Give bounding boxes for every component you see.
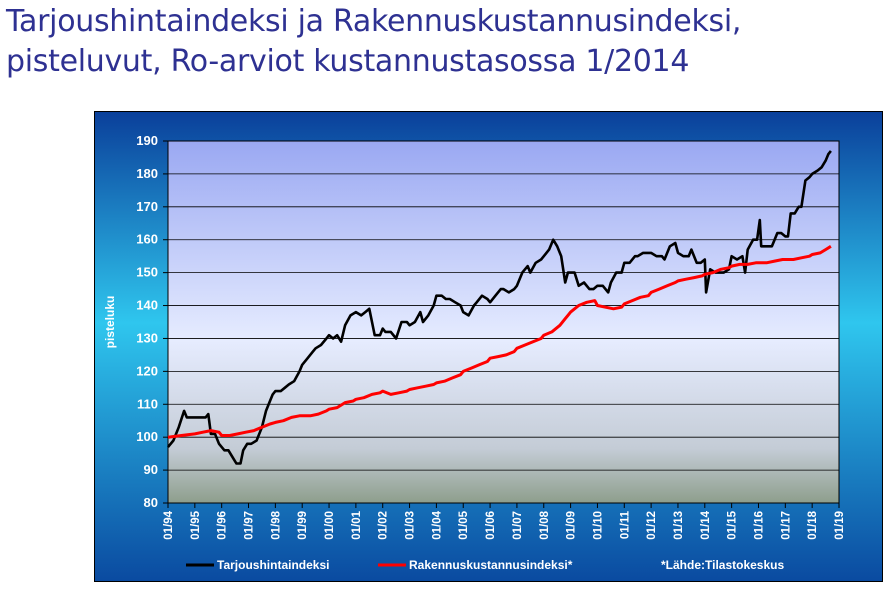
x-tick-label: 01/12	[646, 511, 658, 540]
source-note: *Lähde:Tilastokeskus	[661, 558, 784, 572]
x-axis-ticks: 01/94 01/95 01/96 01/97 01/98 01/99 01/00 01/01…	[163, 503, 846, 540]
x-tick-label: 01/19	[834, 511, 846, 540]
title-line-2: pisteluvut, Ro-arviot kustannustasossa 1…	[6, 44, 690, 79]
x-tick-label: 01/00	[324, 511, 336, 540]
x-tick-label: 01/96	[217, 511, 229, 540]
y-tick-label: 130	[136, 330, 158, 345]
x-tick-label: 01/01	[351, 510, 363, 539]
x-tick-label: 01/94	[163, 510, 175, 539]
x-tick-label: 01/08	[539, 510, 551, 539]
series-line-tarjoushintaindeksi	[166, 150, 832, 465]
series-line-rakennuskustannusindeksi	[167, 245, 832, 439]
x-tick-label: 01/98	[270, 510, 282, 539]
x-tick-label: 01/03	[405, 511, 417, 540]
x-tick-label: 01/99	[297, 511, 309, 540]
legend: Tarjoushintaindeksi Rakennuskustannusind…	[186, 558, 784, 572]
x-tick-label: 01/97	[244, 511, 256, 540]
y-axis-ticks: 80 90 100 110 120 130 140 150 160 170 180 190	[136, 133, 168, 510]
grid-lines	[168, 140, 839, 504]
chart-frame: 80 90 100 110 120 130 140 150 160 170 180 190 01/94…	[93, 110, 884, 583]
legend-label-rakennuskustannusindeksi: Rakennuskustannusindeksi*	[409, 558, 573, 572]
x-tick-label: 01/18	[807, 510, 819, 539]
legend-label-tarjoushintaindeksi: Tarjoushintaindeksi	[217, 558, 329, 572]
x-tick-label: 01/09	[566, 511, 578, 540]
x-tick-label: 01/14	[700, 510, 712, 539]
x-tick-label: 01/04	[431, 510, 443, 539]
y-tick-label: 90	[144, 462, 158, 477]
y-tick-label: 150	[136, 265, 158, 280]
x-tick-label: 01/16	[753, 511, 765, 540]
y-tick-label: 80	[144, 495, 158, 510]
y-tick-label: 110	[137, 396, 158, 411]
y-tick-label: 100	[136, 429, 158, 444]
x-tick-label: 01/15	[727, 510, 739, 539]
y-tick-label: 170	[136, 199, 158, 214]
y-tick-label: 190	[136, 133, 158, 148]
x-tick-label: 01/07	[512, 511, 524, 540]
y-tick-label: 140	[136, 298, 158, 313]
x-tick-label: 01/06	[485, 511, 497, 540]
title-line-1: Tarjoushintaindeksi ja Rakennuskustannus…	[6, 4, 742, 39]
x-tick-label: 01/10	[592, 511, 604, 540]
x-tick-label: 01/11	[619, 510, 631, 539]
page-title: Tarjoushintaindeksi ja Rakennuskustannus…	[6, 2, 876, 82]
y-axis-label: pisteluku	[103, 296, 117, 349]
y-tick-label: 120	[136, 363, 158, 378]
x-tick-label: 01/17	[780, 511, 792, 540]
x-tick-label: 01/05	[458, 510, 470, 539]
plot-area	[167, 140, 840, 504]
y-tick-label: 160	[136, 232, 158, 247]
line-chart: 80 90 100 110 120 130 140 150 160 170 180 190 01/94…	[93, 110, 884, 583]
x-tick-label: 01/13	[673, 511, 685, 540]
x-tick-label: 01/95	[190, 510, 202, 539]
y-tick-label: 180	[136, 166, 158, 181]
series-lines	[166, 150, 832, 465]
x-tick-label: 01/02	[378, 511, 390, 540]
